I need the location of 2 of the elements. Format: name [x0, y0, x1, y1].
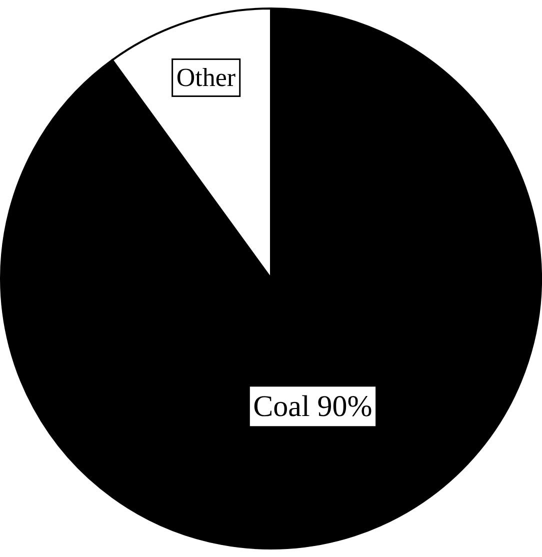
slice-label: Other: [176, 63, 236, 92]
pie-slice: [0, 8, 542, 550]
